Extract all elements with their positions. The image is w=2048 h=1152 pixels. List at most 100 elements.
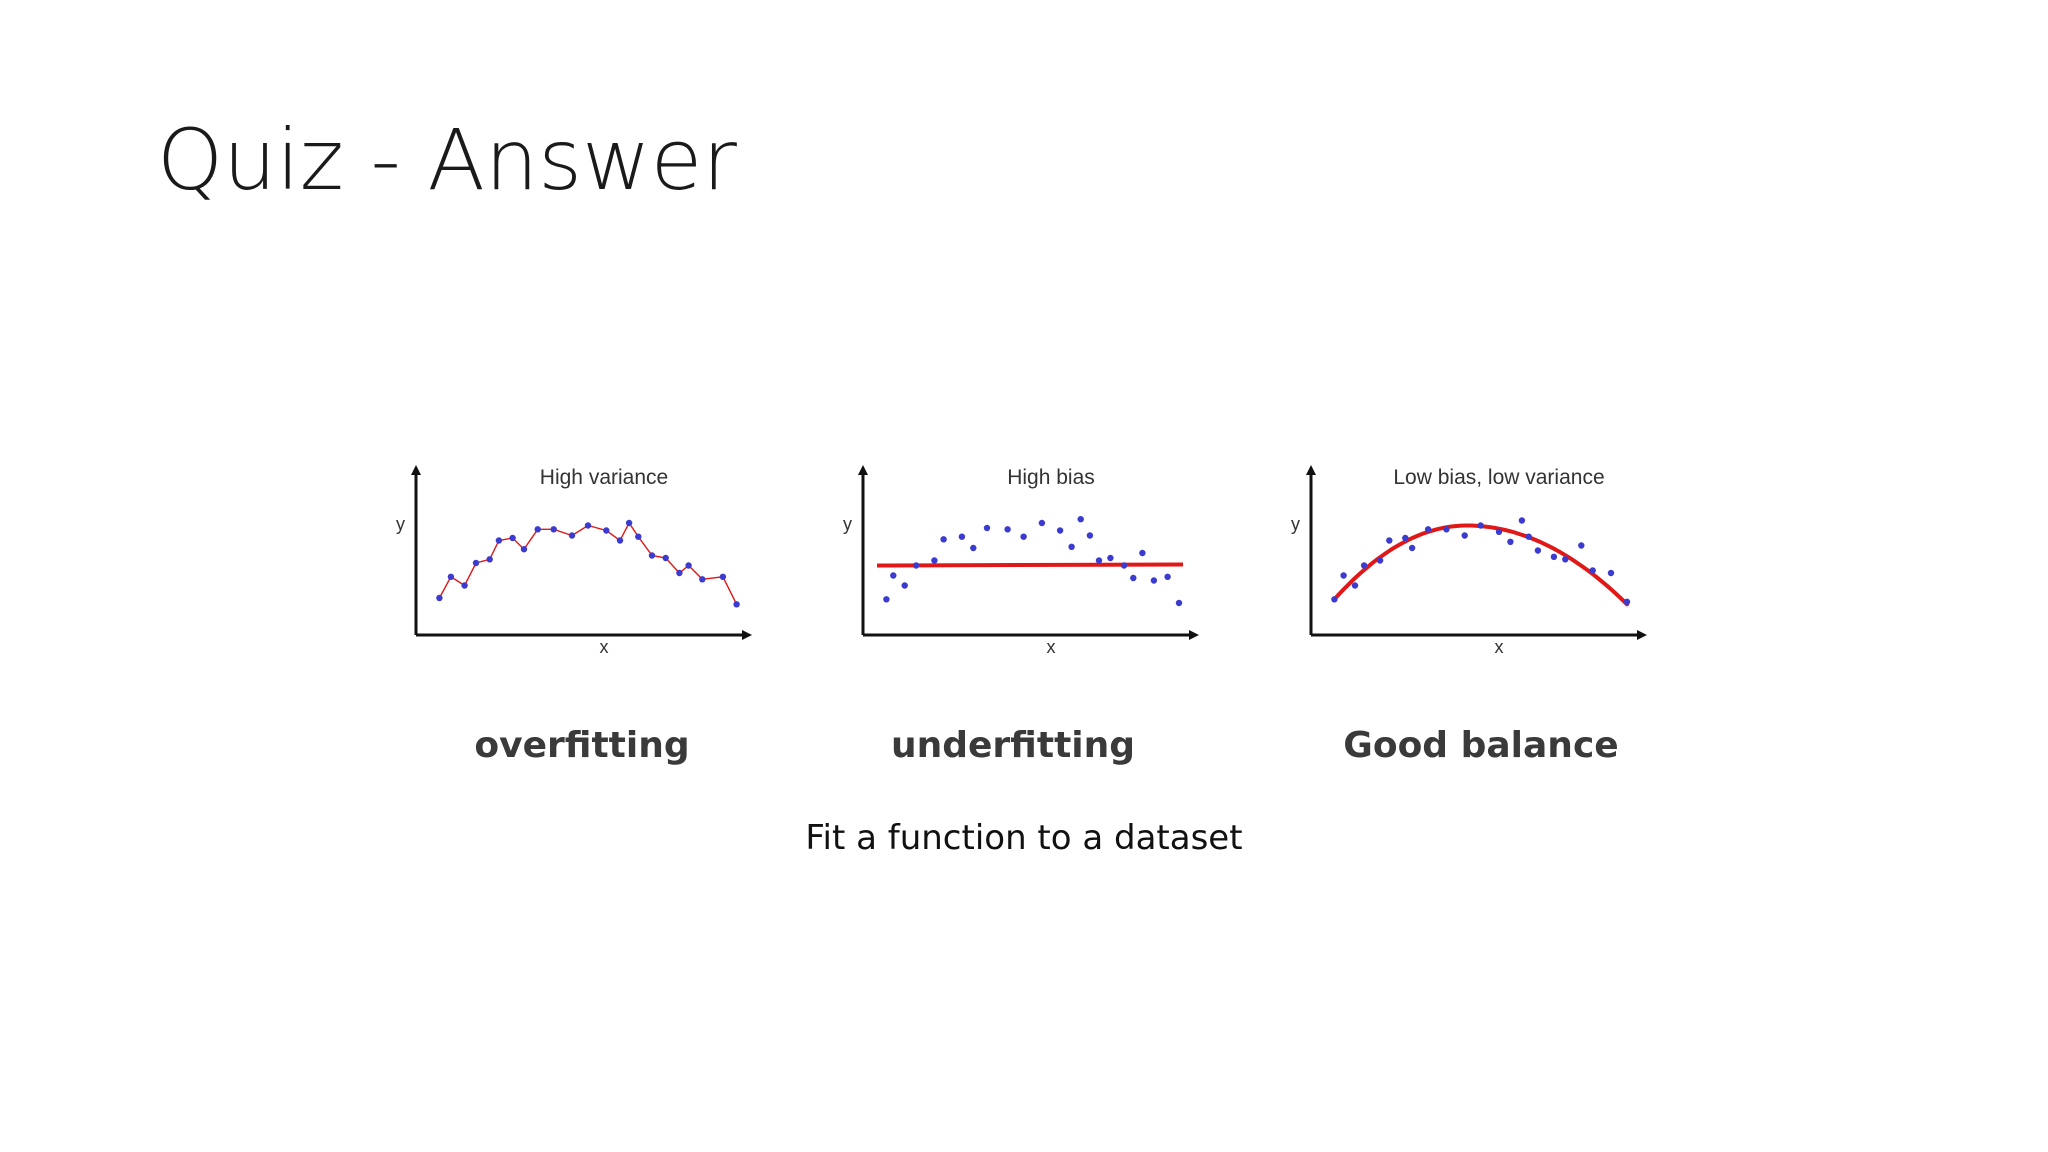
data-point bbox=[931, 557, 938, 564]
data-point bbox=[1525, 533, 1532, 540]
data-point bbox=[1408, 544, 1416, 552]
data-point bbox=[1068, 543, 1075, 550]
data-point bbox=[1331, 596, 1338, 603]
data-point bbox=[1340, 572, 1347, 579]
data-point bbox=[550, 526, 557, 533]
data-point bbox=[568, 532, 576, 539]
data-point bbox=[648, 552, 656, 559]
fit-line bbox=[438, 521, 738, 605]
slide-title: Quiz - Answer bbox=[157, 111, 737, 209]
data-point bbox=[625, 519, 633, 527]
chart-title: High bias bbox=[1007, 466, 1095, 489]
data-point bbox=[436, 594, 443, 602]
data-point bbox=[883, 596, 890, 603]
data-point bbox=[940, 536, 947, 543]
y-axis-arrow-icon bbox=[858, 465, 868, 475]
data-point bbox=[472, 559, 480, 567]
data-point bbox=[1130, 574, 1137, 582]
y-axis-label: y bbox=[1291, 514, 1300, 534]
data-point bbox=[1589, 567, 1596, 574]
data-point bbox=[676, 569, 683, 577]
data-point bbox=[1518, 517, 1526, 524]
data-point bbox=[534, 526, 541, 533]
data-point bbox=[1164, 573, 1171, 580]
data-point bbox=[1360, 562, 1368, 569]
chart-underfitting: y x High bias bbox=[843, 465, 1199, 657]
data-point bbox=[1150, 577, 1158, 584]
data-point bbox=[603, 527, 610, 534]
caption-overfitting: overfitting bbox=[474, 725, 690, 766]
chart-panel-underfitting: y x High bias underfitting bbox=[827, 455, 1227, 815]
y-axis-arrow-icon bbox=[1306, 465, 1316, 475]
caption-underfitting: underfitting bbox=[890, 725, 1136, 766]
data-point bbox=[1578, 542, 1585, 549]
chart-panel-good-balance: y x Low bias, low variance Good balance bbox=[1275, 455, 1675, 815]
data-point bbox=[1056, 527, 1064, 534]
data-point bbox=[912, 562, 920, 569]
data-point bbox=[733, 601, 740, 608]
y-axis-label: y bbox=[396, 514, 405, 534]
chart-overfitting: y x High variance bbox=[396, 465, 752, 657]
data-point bbox=[635, 533, 642, 540]
data-point bbox=[495, 537, 503, 544]
data-point bbox=[584, 522, 592, 529]
data-point bbox=[1004, 526, 1011, 533]
data-point bbox=[958, 533, 966, 540]
x-axis-label: x bbox=[1047, 637, 1056, 657]
data-point bbox=[662, 554, 669, 562]
chart-title: Low bias, low variance bbox=[1393, 466, 1604, 489]
x-axis-arrow-icon bbox=[1637, 630, 1647, 640]
caption-good-balance: Good balance bbox=[1343, 725, 1619, 766]
x-axis-arrow-icon bbox=[1189, 630, 1199, 640]
x-axis-label: x bbox=[1495, 637, 1504, 657]
data-point bbox=[1120, 562, 1128, 569]
data-point bbox=[1443, 526, 1450, 533]
data-point bbox=[890, 572, 897, 579]
fit-line bbox=[876, 562, 1184, 568]
slide-subcaption: Fit a function to a dataset bbox=[805, 818, 1243, 858]
data-point bbox=[719, 573, 727, 580]
chart-title: High variance bbox=[540, 466, 668, 489]
y-axis-arrow-icon bbox=[411, 465, 421, 475]
chart-panel-overfitting: y x High variance overfitting bbox=[380, 455, 780, 815]
data-point bbox=[1461, 532, 1468, 539]
data-point bbox=[616, 537, 624, 544]
data-point bbox=[1095, 557, 1103, 564]
x-axis-arrow-icon bbox=[742, 630, 752, 640]
data-point bbox=[1534, 547, 1542, 554]
data-point bbox=[1386, 537, 1393, 544]
data-point bbox=[1077, 516, 1084, 523]
data-point bbox=[1020, 533, 1027, 540]
data-point bbox=[1607, 569, 1615, 577]
data-point bbox=[1175, 599, 1183, 607]
data-point bbox=[1477, 522, 1484, 529]
data-point bbox=[1550, 553, 1558, 560]
data-point bbox=[461, 582, 468, 589]
data-point bbox=[685, 562, 692, 569]
data-point bbox=[1376, 557, 1384, 564]
data-point bbox=[1623, 598, 1631, 605]
data-point bbox=[1351, 582, 1359, 589]
y-axis-label: y bbox=[843, 514, 852, 534]
data-point bbox=[1424, 526, 1432, 533]
fitting-comparison-figure: y x High variance overfitting y x High bias … bbox=[380, 455, 1670, 815]
x-axis-label: x bbox=[600, 637, 609, 657]
data-point bbox=[520, 546, 528, 553]
data-point bbox=[1402, 534, 1409, 542]
data-point bbox=[447, 573, 455, 580]
chart-good-balance: y x Low bias, low variance bbox=[1291, 465, 1647, 657]
data-point bbox=[1562, 556, 1569, 563]
data-point bbox=[970, 544, 977, 552]
data-point bbox=[1507, 538, 1514, 545]
data-point bbox=[509, 534, 516, 542]
data-point bbox=[1086, 532, 1094, 539]
data-point bbox=[901, 582, 908, 589]
data-point bbox=[1107, 554, 1114, 562]
data-point bbox=[1495, 528, 1503, 535]
data-point bbox=[486, 556, 493, 563]
data-point bbox=[1139, 549, 1146, 557]
data-point bbox=[1038, 519, 1046, 527]
fit-curve bbox=[1332, 523, 1629, 607]
data-point bbox=[699, 576, 706, 583]
